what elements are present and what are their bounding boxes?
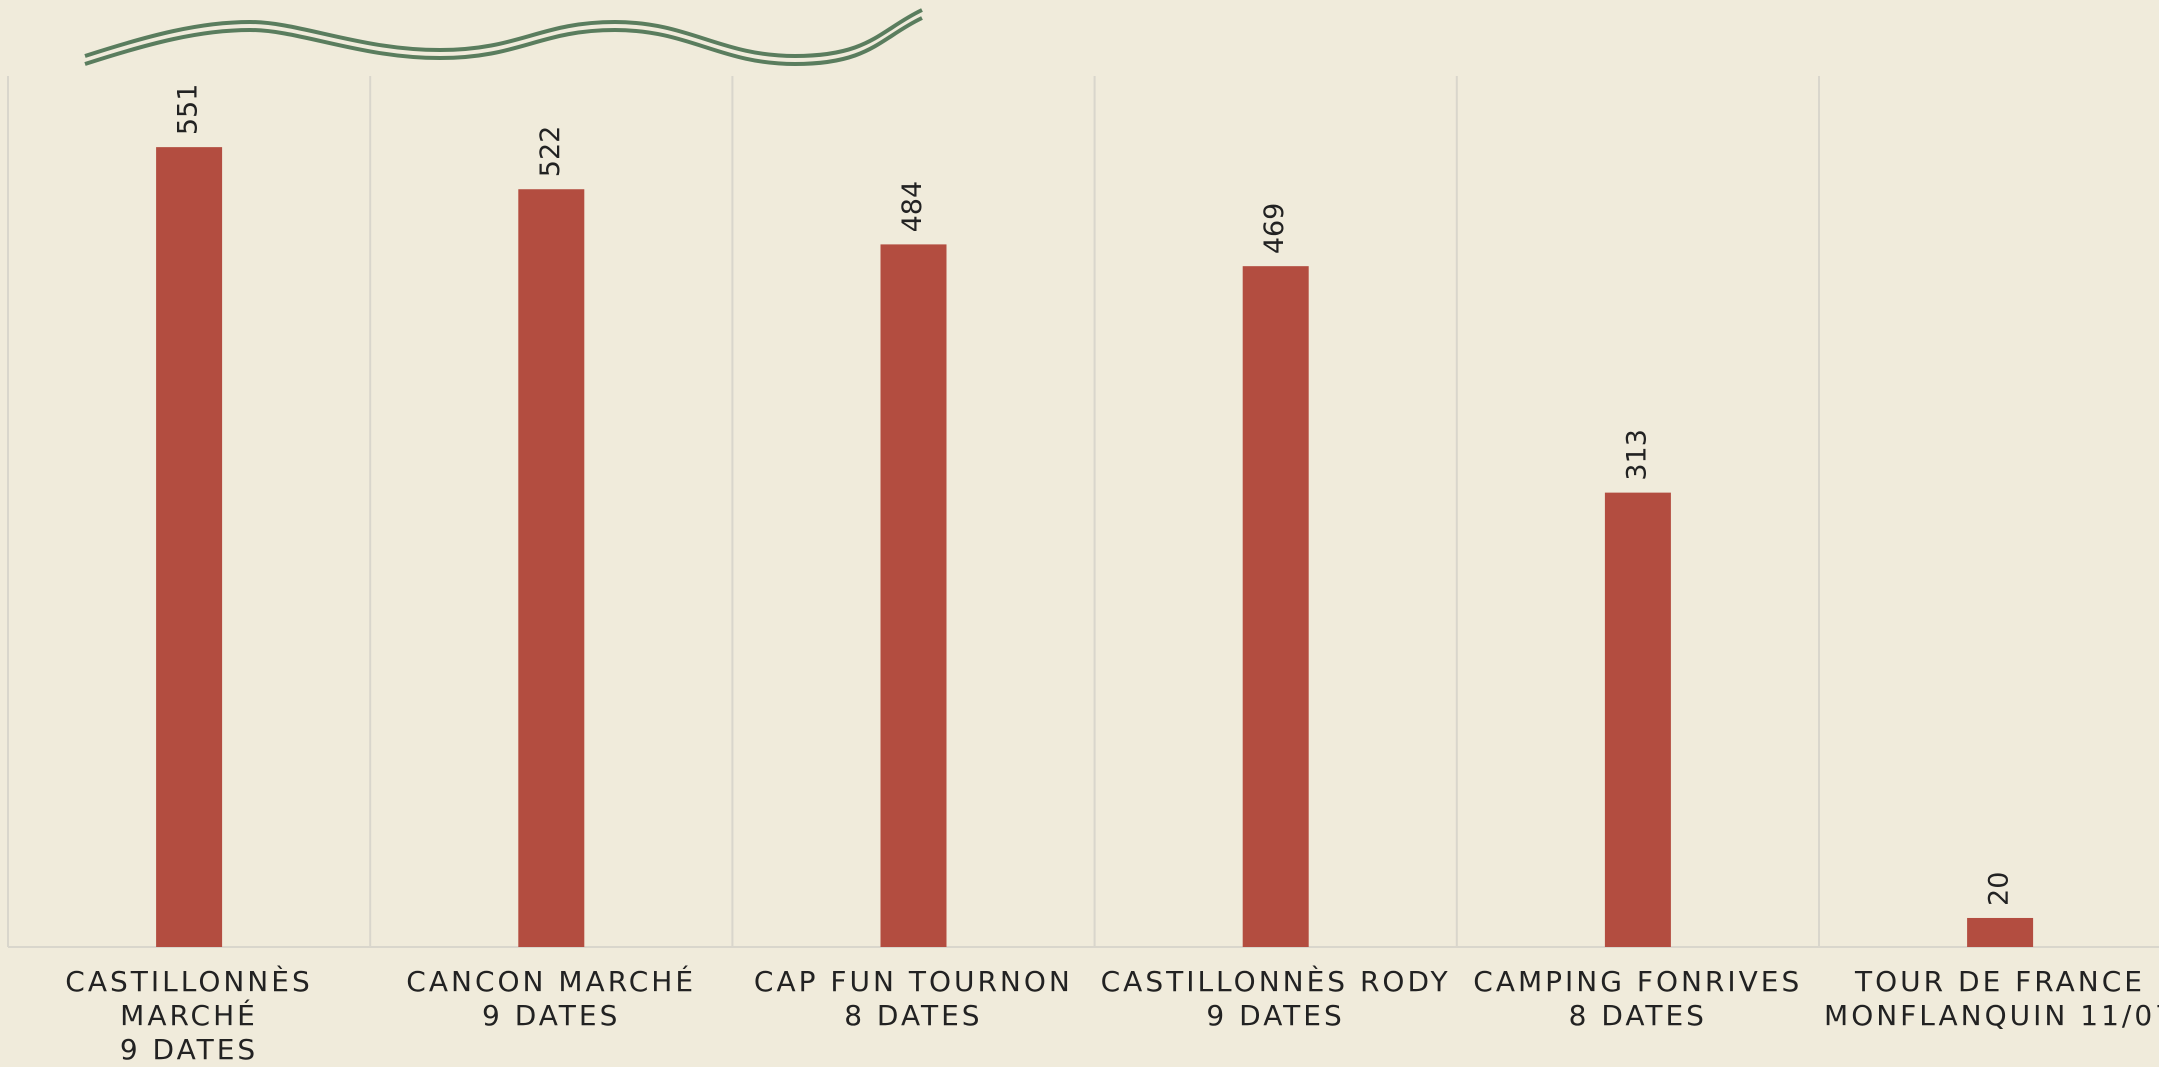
- bar: [156, 147, 223, 948]
- bar: [880, 244, 947, 948]
- value-label: 551: [173, 84, 204, 136]
- wave-decoration: [84, 8, 923, 67]
- value-label: 469: [1259, 203, 1290, 255]
- value-label: 20: [1984, 872, 2015, 906]
- bar: [1242, 266, 1309, 947]
- value-label: 313: [1621, 429, 1652, 481]
- bar: [1967, 917, 2034, 947]
- x-tick-label: CAMPING FONRIVES 8 DATES: [1473, 965, 1803, 1032]
- x-tick-label: CASTILLONNÈS RODY 9 DATES: [1100, 965, 1451, 1032]
- bar: [518, 189, 585, 948]
- x-tick-label: CAP FUN TOURNON 8 DATES: [753, 965, 1073, 1032]
- x-tick-label: TOUR DE FRANCE MONFLANQUIN 11/07: [1824, 965, 2159, 1032]
- value-label: 522: [535, 126, 566, 178]
- bar: [1604, 492, 1671, 947]
- x-tick-label: CASTILLONNÈS MARCHÉ 9 DATES: [65, 965, 313, 1066]
- x-tick-label: CANCON MARCHÉ 9 DATES: [406, 965, 697, 1032]
- value-label: 484: [897, 181, 928, 233]
